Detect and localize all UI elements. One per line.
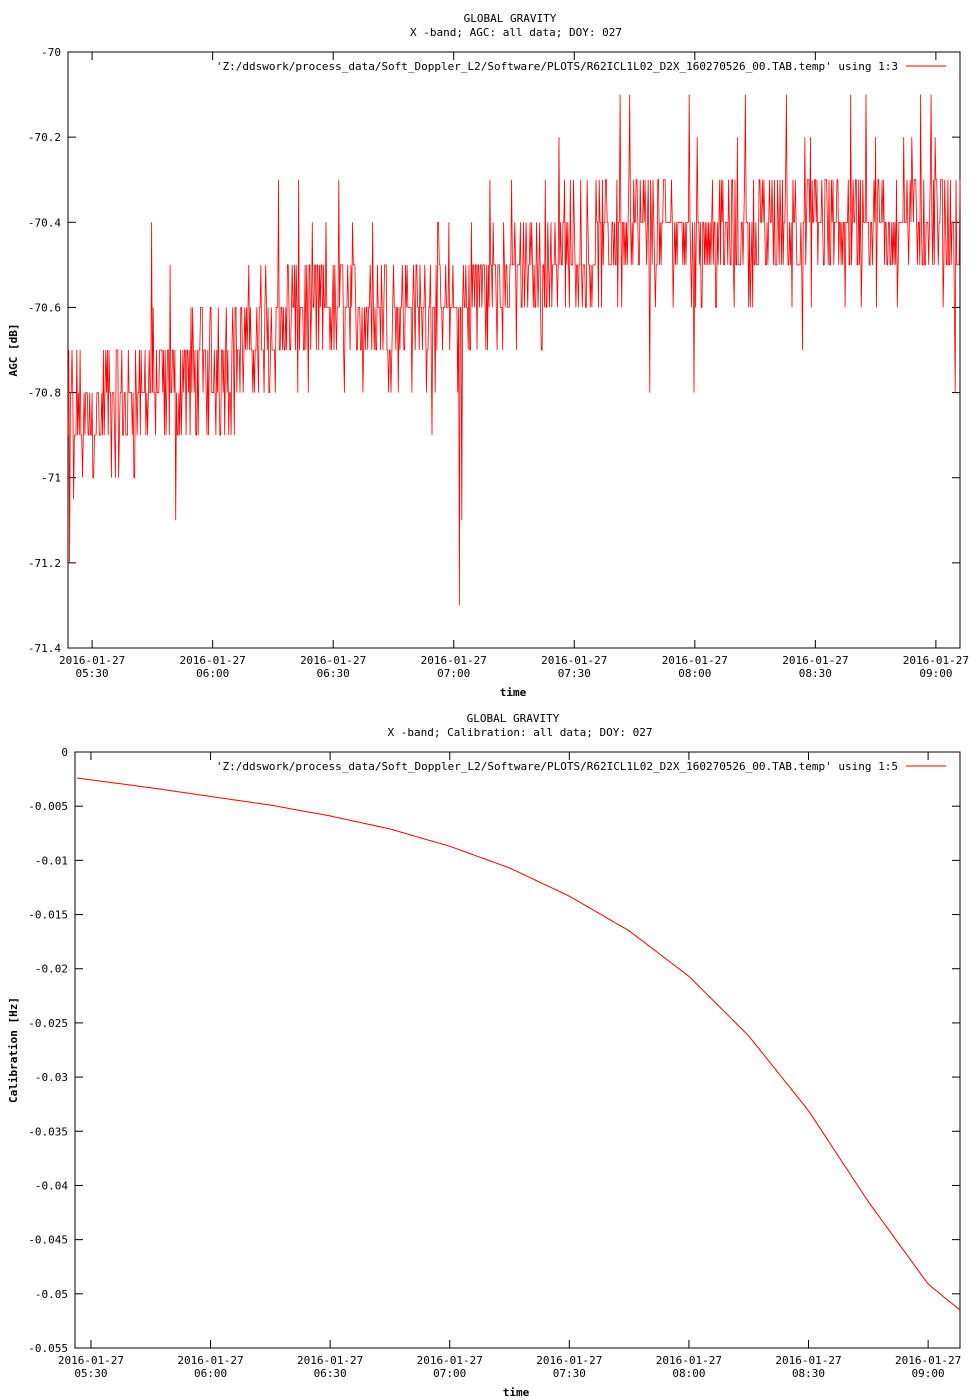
calibration-line [76, 777, 961, 1311]
x-tick-time-label: 06:30 [314, 1367, 347, 1380]
calibration-chart-title: GLOBAL GRAVITY [467, 712, 560, 725]
agc-axes: -70-70.2-70.4-70.6-70.8-71-71.2-71.42016… [28, 46, 969, 680]
agc-y-axis-label: AGC [dB] [7, 324, 20, 377]
x-tick-time-label: 06:00 [196, 667, 229, 680]
agc-legend-label: 'Z:/ddswork/process_data/Soft_Doppler_L2… [216, 60, 898, 73]
x-tick-date-label: 2016-01-27 [421, 654, 487, 667]
y-tick-label: -70.4 [28, 216, 61, 229]
y-tick-label: -0.02 [35, 963, 68, 976]
x-tick-date-label: 2016-01-27 [297, 1354, 363, 1367]
x-tick-date-label: 2016-01-27 [895, 1354, 961, 1367]
y-tick-label: -0.05 [35, 1288, 68, 1301]
x-tick-date-label: 2016-01-27 [59, 654, 125, 667]
x-tick-time-label: 09:00 [919, 667, 952, 680]
x-tick-date-label: 2016-01-27 [656, 1354, 722, 1367]
y-tick-label: -0.025 [28, 1017, 68, 1030]
y-tick-label: -0.045 [28, 1234, 68, 1247]
calibration-chart-subtitle: X -band; Calibration: all data; DOY: 027 [388, 726, 653, 739]
calibration-chart: GLOBAL GRAVITY X -band; Calibration: all… [7, 712, 961, 1399]
y-tick-label: -0.03 [35, 1071, 68, 1084]
x-tick-date-label: 2016-01-27 [662, 654, 728, 667]
x-tick-date-label: 2016-01-27 [903, 654, 969, 667]
x-tick-time-label: 05:30 [76, 667, 109, 680]
x-tick-date-label: 2016-01-27 [417, 1354, 483, 1367]
agc-series [67, 94, 961, 606]
x-tick-time-label: 05:30 [74, 1367, 107, 1380]
x-tick-time-label: 08:30 [799, 667, 832, 680]
y-tick-label: -0.005 [28, 800, 68, 813]
calibration-x-axis-label: time [503, 1386, 530, 1399]
x-tick-time-label: 07:30 [558, 667, 591, 680]
y-tick-label: -71 [41, 472, 61, 485]
y-tick-label: 0 [61, 746, 68, 759]
x-tick-time-label: 08:00 [678, 667, 711, 680]
y-tick-label: -0.035 [28, 1125, 68, 1138]
x-tick-time-label: 06:30 [317, 667, 350, 680]
y-tick-label: -70.8 [28, 387, 61, 400]
calibration-axes: 0 -0.005 -0.01 -0.015 -0.02 -0.025 -0.03 -0.035… [28, 746, 961, 1380]
x-tick-time-label: 06:00 [194, 1367, 227, 1380]
x-tick-date-label: 2016-01-27 [775, 1354, 841, 1367]
y-tick-label: -71.4 [28, 642, 61, 655]
x-tick-date-label: 2016-01-27 [177, 1354, 243, 1367]
plot-frame [67, 51, 961, 649]
agc-chart: GLOBAL GRAVITY X -band; AGC: all data; D… [7, 12, 969, 699]
x-tick-date-label: 2016-01-27 [782, 654, 848, 667]
x-tick-date-label: 2016-01-27 [180, 654, 246, 667]
x-tick-date-label: 2016-01-27 [300, 654, 366, 667]
agc-line [67, 94, 961, 606]
calibration-legend-label: 'Z:/ddswork/process_data/Soft_Doppler_L2… [216, 760, 898, 773]
x-tick-date-label: 2016-01-27 [536, 1354, 602, 1367]
agc-chart-subtitle: X -band; AGC: all data; DOY: 027 [410, 26, 622, 39]
x-tick-date-label: 2016-01-27 [541, 654, 607, 667]
x-tick-time-label: 08:30 [792, 1367, 825, 1380]
x-tick-time-label: 08:00 [672, 1367, 705, 1380]
calibration-y-axis-label: Calibration [Hz] [7, 997, 20, 1103]
y-tick-label: -70.2 [28, 131, 61, 144]
y-tick-label: -70 [41, 46, 61, 59]
calibration-series [76, 777, 961, 1311]
y-tick-label: -0.04 [35, 1179, 68, 1192]
y-tick-label: -0.015 [28, 909, 68, 922]
y-tick-label: -0.01 [35, 854, 68, 867]
y-tick-label: -0.055 [28, 1342, 68, 1355]
agc-chart-title: GLOBAL GRAVITY [464, 12, 557, 25]
x-tick-date-label: 2016-01-27 [58, 1354, 124, 1367]
y-tick-label: -71.2 [28, 557, 61, 570]
x-tick-time-label: 07:30 [553, 1367, 586, 1380]
y-tick-label: -70.6 [28, 301, 61, 314]
x-tick-time-label: 07:00 [437, 667, 470, 680]
x-tick-time-label: 09:00 [912, 1367, 945, 1380]
x-tick-time-label: 07:00 [433, 1367, 466, 1380]
agc-x-axis-label: time [500, 686, 527, 699]
plot-frame [74, 751, 961, 1349]
